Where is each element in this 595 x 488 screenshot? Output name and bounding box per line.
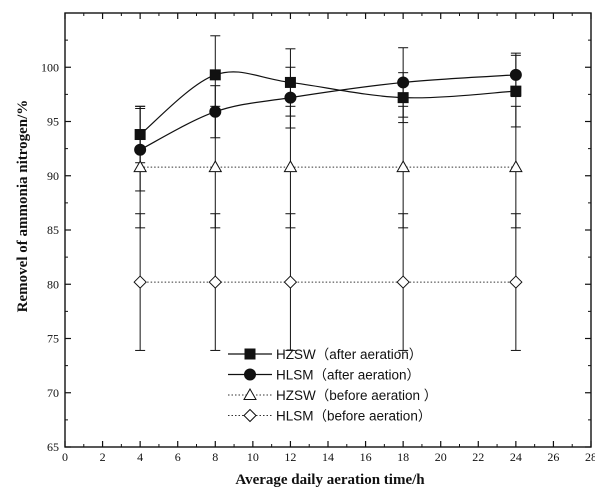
x-tick-label: 22 xyxy=(472,450,484,464)
data-point xyxy=(509,68,522,81)
data-point xyxy=(134,143,147,156)
y-axis-title: Removel of ammonia nitrogen/% xyxy=(15,100,31,313)
data-point xyxy=(397,92,409,104)
y-tick-label: 75 xyxy=(47,332,59,346)
legend-label: HLSM（after aeration） xyxy=(276,368,420,383)
x-tick-label: 4 xyxy=(137,450,143,464)
data-point xyxy=(284,91,297,104)
x-tick-label: 14 xyxy=(322,450,334,464)
y-tick-label: 90 xyxy=(47,169,59,183)
data-point xyxy=(508,160,523,173)
y-tick-label: 95 xyxy=(47,115,59,129)
data-point xyxy=(283,160,298,173)
data-point xyxy=(133,160,148,173)
x-tick-label: 10 xyxy=(247,450,259,464)
data-point xyxy=(509,275,523,289)
data-point xyxy=(283,275,298,289)
y-tick-label: 70 xyxy=(47,386,59,400)
x-tick-label: 12 xyxy=(284,450,296,464)
legend-marker xyxy=(244,348,256,360)
series-line-1 xyxy=(139,74,516,151)
x-tick-label: 26 xyxy=(547,450,559,464)
data-point xyxy=(208,160,223,173)
legend-label: HZSW（before aeration ） xyxy=(276,388,437,403)
data-point xyxy=(284,76,296,88)
legend-label: HZSW（after aeration） xyxy=(276,347,422,362)
error-bars xyxy=(135,35,521,351)
x-tick-label: 18 xyxy=(397,450,409,464)
series-line-0 xyxy=(139,71,516,135)
axes: 0 2 4 6 8 10 12 14 16 18 20 22 24 26 28657075808590951… xyxy=(41,12,595,464)
x-tick-label: 24 xyxy=(510,450,522,464)
x-tick-label: 0 xyxy=(62,450,68,464)
y-tick-label: 80 xyxy=(47,277,59,291)
legend-marker xyxy=(243,408,257,423)
data-point xyxy=(397,76,410,89)
data-point xyxy=(209,105,222,118)
data-point xyxy=(133,275,147,289)
data-point xyxy=(396,275,410,289)
x-tick-label: 6 xyxy=(175,450,181,464)
data-point xyxy=(209,69,221,81)
x-axis-title: Average daily aeration time/h xyxy=(235,472,425,488)
y-tick-label: 65 xyxy=(47,440,59,454)
legend-label: HLSM（before aeration） xyxy=(276,409,431,424)
x-tick-label: 2 xyxy=(100,450,106,464)
data-point xyxy=(208,275,222,289)
x-tick-label: 28 xyxy=(585,450,595,464)
data-point xyxy=(134,129,146,141)
x-tick-label: 16 xyxy=(360,450,372,464)
y-tick-label: 100 xyxy=(41,60,59,74)
legend-marker xyxy=(244,368,256,381)
y-tick-label: 85 xyxy=(47,223,59,237)
legend-marker xyxy=(243,387,257,400)
legend: HZSW（after aeration） HLSM（after aeration）… xyxy=(228,347,437,424)
series-lines xyxy=(139,71,516,283)
series-markers xyxy=(133,68,523,289)
x-tick-label: 8 xyxy=(212,450,218,464)
data-point xyxy=(396,160,411,173)
x-tick-label: 20 xyxy=(435,450,447,464)
data-point xyxy=(510,85,522,97)
